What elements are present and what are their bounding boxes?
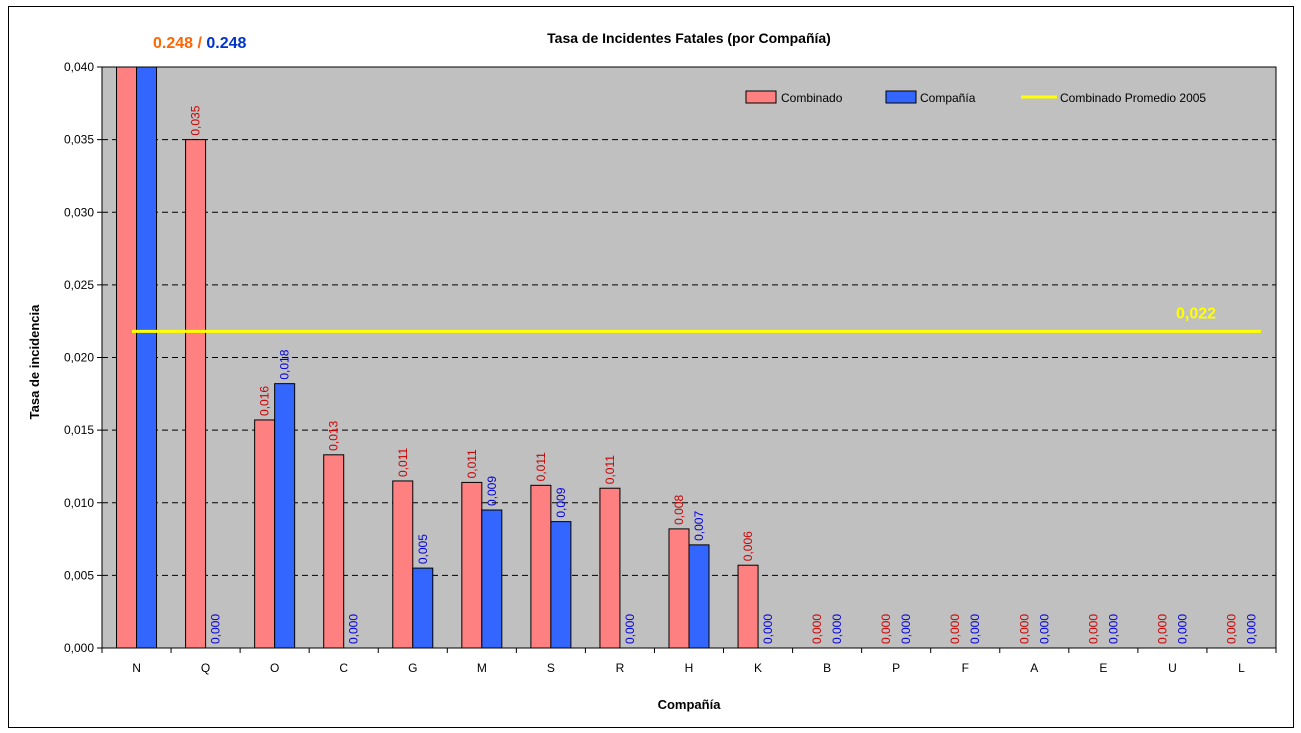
data-label: 0,006 xyxy=(741,531,755,561)
data-label: 0,000 xyxy=(1106,614,1120,644)
bar-combinado xyxy=(737,564,759,649)
y-tick-label: 0,030 xyxy=(64,205,94,219)
y-tick-label: 0,020 xyxy=(64,351,94,365)
x-tick-label: L xyxy=(1238,661,1245,675)
x-tick-label: U xyxy=(1168,661,1177,675)
bar-combinado xyxy=(599,487,621,649)
overflow-combinado: 0.248 xyxy=(153,35,193,52)
data-label: 0,000 xyxy=(899,614,913,644)
data-label: 0,013 xyxy=(327,420,341,450)
x-tick-label: O xyxy=(270,661,279,675)
plot-border xyxy=(101,66,1277,649)
x-tick-label: F xyxy=(962,661,969,675)
data-label: 0,011 xyxy=(534,452,548,481)
data-label: 0,009 xyxy=(554,487,568,517)
reference-line-group: 0,022 xyxy=(132,305,1261,333)
data-label: 0,000 xyxy=(1017,614,1031,644)
x-tick-label: H xyxy=(685,661,694,675)
y-axis-title: Tasa de incidencia xyxy=(27,304,42,419)
x-tick-label: Q xyxy=(201,661,210,675)
y-tick-label: 0,035 xyxy=(64,133,94,147)
data-label: 0,035 xyxy=(189,105,203,135)
bars xyxy=(116,66,759,649)
data-label: 0,000 xyxy=(1155,614,1169,644)
data-label: 0,011 xyxy=(603,455,617,484)
data-label: 0,000 xyxy=(623,614,637,644)
data-label: 0,007 xyxy=(692,511,706,541)
legend-label-compania: Compañía xyxy=(920,91,976,105)
y-tick-label: 0,005 xyxy=(64,568,94,582)
chart-title: Tasa de Incidentes Fatales (por Compañía… xyxy=(547,30,831,46)
bar-combinado xyxy=(530,484,552,649)
bar-combinado xyxy=(461,481,483,649)
y-tick-label: 0,010 xyxy=(64,496,94,510)
data-label: 0,000 xyxy=(1175,614,1189,644)
data-label: 0,011 xyxy=(396,447,410,476)
y-tick-label: 0,025 xyxy=(64,278,94,292)
bar-compania xyxy=(481,509,503,649)
x-tick-label: N xyxy=(132,661,141,675)
data-label: 0,018 xyxy=(278,349,292,379)
data-labels: 0,035 0,000 0,016 0,018 0,013 0,000 0,011 0,005… xyxy=(189,105,1259,644)
legend-swatch-combinado xyxy=(745,90,777,104)
bar-compania xyxy=(412,567,434,649)
bar-compania xyxy=(136,66,158,649)
overflow-compania: 0.248 xyxy=(206,35,246,52)
overflow-separator: / xyxy=(193,35,206,52)
bar-compania xyxy=(274,383,296,649)
y-tick-label: 0,040 xyxy=(64,60,94,74)
data-label: 0,009 xyxy=(485,476,499,506)
bar-compania xyxy=(688,544,710,649)
chart-frame: 0,022 0,000 0,005 0,010 0,015 0,020 0,025 0,03… xyxy=(8,6,1294,728)
data-label: 0,000 xyxy=(347,614,361,644)
data-label: 0,000 xyxy=(209,614,223,644)
x-tick-label: E xyxy=(1099,661,1107,675)
bar-combinado xyxy=(185,139,207,649)
axes: 0,000 0,005 0,010 0,015 0,020 0,025 0,030 0,035… xyxy=(64,60,1277,675)
x-axis-title: Compañía xyxy=(658,697,722,712)
y-tick-label: 0,000 xyxy=(64,641,94,655)
average-line-label: 0,022 xyxy=(1176,305,1216,322)
data-label: 0,000 xyxy=(948,614,962,644)
x-tick-label: G xyxy=(408,661,417,675)
bar-combinado xyxy=(323,454,345,649)
bar-combinado xyxy=(254,419,276,649)
data-label: 0,000 xyxy=(761,614,775,644)
legend: Combinado Compañía Combinado Promedio 20… xyxy=(745,90,1206,105)
bar-combinado xyxy=(392,480,414,649)
data-label: 0,000 xyxy=(1037,614,1051,644)
data-label: 0,000 xyxy=(879,614,893,644)
data-label: 0,008 xyxy=(672,495,686,525)
bar-combinado xyxy=(116,66,138,649)
data-label: 0,000 xyxy=(830,614,844,644)
x-tick-label: P xyxy=(892,661,900,675)
y-tick-label: 0,015 xyxy=(64,423,94,437)
x-tick-label: S xyxy=(547,661,555,675)
x-tick-label: A xyxy=(1030,661,1038,675)
bar-compania xyxy=(550,521,572,649)
gridlines xyxy=(102,139,1276,576)
data-label: 0,000 xyxy=(1086,614,1100,644)
data-label: 0,000 xyxy=(1244,614,1258,644)
overflow-note: 0.248 / 0.248 xyxy=(153,35,247,52)
x-tick-label: C xyxy=(339,661,348,675)
bar-combinado xyxy=(668,528,690,649)
legend-label-combinado: Combinado xyxy=(781,91,843,105)
data-label: 0,016 xyxy=(258,386,272,416)
x-tick-label: M xyxy=(477,661,487,675)
x-tick-label: K xyxy=(754,661,762,675)
data-label: 0,005 xyxy=(416,534,430,564)
data-label: 0,000 xyxy=(810,614,824,644)
x-tick-label: B xyxy=(823,661,831,675)
legend-swatch-compania xyxy=(885,90,917,104)
data-label: 0,000 xyxy=(968,614,982,644)
x-tick-label: R xyxy=(616,661,625,675)
data-label: 0,011 xyxy=(465,449,479,478)
fatal-incident-rate-chart: 0,022 0,000 0,005 0,010 0,015 0,020 0,025 0,03… xyxy=(27,30,1277,712)
legend-label-promedio: Combinado Promedio 2005 xyxy=(1060,91,1206,105)
data-label: 0,000 xyxy=(1224,614,1238,644)
